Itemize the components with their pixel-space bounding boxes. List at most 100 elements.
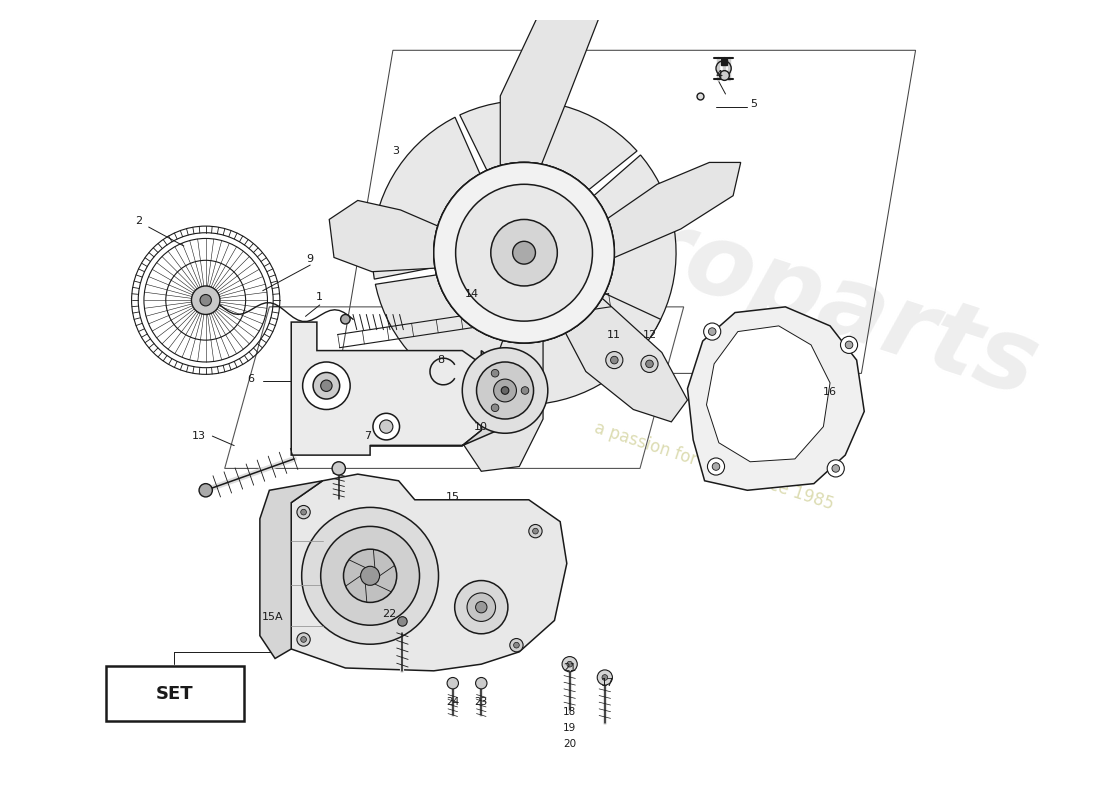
Circle shape — [704, 323, 720, 340]
Text: 14: 14 — [464, 289, 478, 298]
Text: 3: 3 — [393, 146, 399, 156]
Circle shape — [297, 506, 310, 518]
Circle shape — [475, 602, 487, 613]
Circle shape — [610, 356, 618, 364]
Circle shape — [832, 465, 839, 472]
Text: 2: 2 — [135, 216, 143, 226]
Circle shape — [509, 638, 524, 652]
Text: 16: 16 — [823, 387, 837, 398]
Text: 1: 1 — [316, 292, 323, 302]
Text: 7: 7 — [364, 431, 371, 441]
Text: SET: SET — [156, 685, 194, 702]
Circle shape — [491, 219, 558, 286]
Text: 9: 9 — [307, 254, 314, 264]
Polygon shape — [688, 307, 865, 490]
Text: 18: 18 — [563, 706, 576, 717]
Circle shape — [712, 462, 719, 470]
Circle shape — [343, 549, 397, 602]
Circle shape — [301, 507, 439, 644]
Circle shape — [494, 379, 516, 402]
Text: 6: 6 — [246, 374, 254, 384]
Circle shape — [455, 184, 593, 321]
Circle shape — [840, 336, 858, 354]
Circle shape — [433, 162, 614, 343]
Circle shape — [476, 362, 534, 419]
Text: 24: 24 — [447, 697, 460, 707]
Circle shape — [361, 566, 379, 586]
Circle shape — [529, 525, 542, 538]
Circle shape — [513, 242, 536, 264]
Text: 10: 10 — [474, 422, 488, 432]
Circle shape — [462, 348, 548, 434]
Circle shape — [373, 414, 399, 440]
Circle shape — [300, 637, 307, 642]
Polygon shape — [706, 326, 830, 462]
Text: 12: 12 — [642, 330, 657, 340]
Circle shape — [341, 314, 350, 324]
Polygon shape — [558, 286, 688, 422]
Text: 8: 8 — [437, 355, 444, 365]
Text: 13: 13 — [192, 431, 206, 441]
Text: 11: 11 — [607, 330, 621, 340]
Circle shape — [398, 617, 407, 626]
Text: 21: 21 — [563, 663, 576, 673]
Circle shape — [300, 510, 307, 515]
Circle shape — [492, 404, 499, 411]
Circle shape — [827, 460, 845, 477]
Polygon shape — [292, 474, 566, 671]
Circle shape — [514, 642, 519, 648]
Text: 15A: 15A — [262, 612, 283, 622]
Circle shape — [502, 386, 509, 394]
Text: a passion for parts since 1985: a passion for parts since 1985 — [592, 419, 836, 514]
Polygon shape — [375, 266, 517, 403]
Circle shape — [641, 355, 658, 373]
Circle shape — [332, 462, 345, 475]
Text: 4: 4 — [715, 70, 723, 80]
Text: 19: 19 — [563, 723, 576, 733]
Circle shape — [321, 526, 419, 626]
Text: 22: 22 — [382, 609, 396, 619]
Polygon shape — [329, 201, 455, 272]
Text: europarts: europarts — [493, 154, 1049, 418]
Circle shape — [468, 593, 495, 622]
Polygon shape — [460, 101, 637, 224]
Circle shape — [454, 581, 508, 634]
Polygon shape — [292, 322, 482, 455]
Polygon shape — [593, 162, 740, 267]
Text: 23: 23 — [475, 697, 488, 707]
Circle shape — [606, 351, 623, 369]
Circle shape — [447, 678, 459, 689]
Polygon shape — [260, 481, 322, 658]
Circle shape — [314, 373, 340, 399]
Circle shape — [492, 370, 499, 377]
Circle shape — [562, 657, 578, 672]
Circle shape — [433, 162, 614, 343]
Text: 5: 5 — [750, 98, 758, 109]
Circle shape — [532, 528, 538, 534]
Circle shape — [602, 674, 607, 680]
Circle shape — [191, 286, 220, 314]
FancyBboxPatch shape — [106, 666, 244, 721]
Text: 15: 15 — [446, 492, 460, 502]
Circle shape — [597, 670, 613, 685]
Circle shape — [845, 341, 853, 349]
Polygon shape — [372, 118, 502, 279]
Circle shape — [475, 678, 487, 689]
Polygon shape — [462, 321, 543, 471]
Circle shape — [708, 328, 716, 335]
Polygon shape — [500, 0, 614, 184]
Circle shape — [199, 484, 212, 497]
Polygon shape — [508, 270, 661, 405]
Circle shape — [200, 294, 211, 306]
Text: 20: 20 — [563, 739, 576, 749]
Circle shape — [491, 219, 558, 286]
Circle shape — [297, 633, 310, 646]
Circle shape — [521, 386, 529, 394]
Polygon shape — [370, 350, 497, 446]
Circle shape — [646, 360, 653, 368]
Circle shape — [455, 184, 593, 321]
Circle shape — [513, 242, 536, 264]
Polygon shape — [553, 155, 676, 329]
Text: 17: 17 — [601, 678, 614, 688]
Circle shape — [379, 420, 393, 434]
